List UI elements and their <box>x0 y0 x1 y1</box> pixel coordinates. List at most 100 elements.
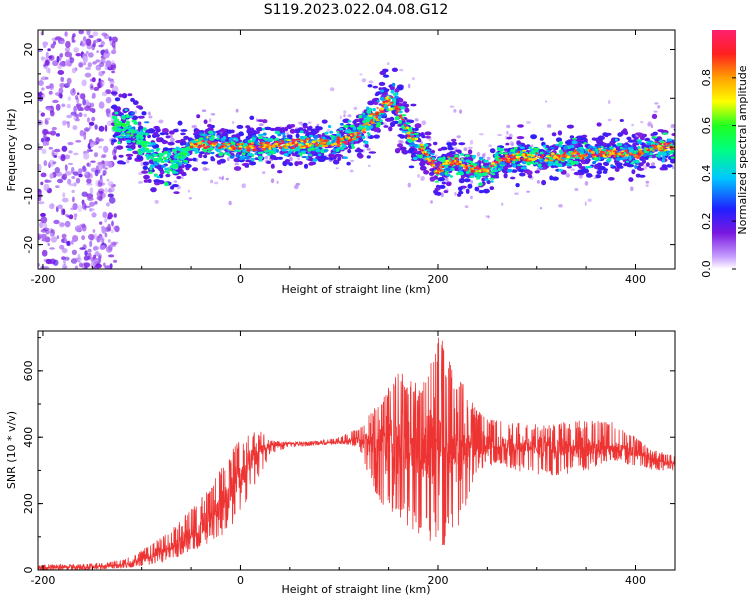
ridge-blob <box>621 155 625 158</box>
ridge-blob <box>252 149 258 152</box>
scatter-blob <box>430 200 433 204</box>
ridge-blob <box>551 176 559 181</box>
ridge-blob <box>423 170 430 175</box>
ridge-blob <box>645 147 649 150</box>
ridge-blob <box>367 123 371 126</box>
ridge-blob <box>592 146 597 149</box>
ridge-blob <box>570 152 575 155</box>
ridge-blob <box>397 109 400 113</box>
ridge-blob <box>563 151 567 155</box>
ridge-blob <box>232 148 236 151</box>
noise-blob <box>78 30 84 35</box>
ridge-blob <box>599 150 603 153</box>
ridge-blob <box>272 147 277 151</box>
ridge-blob <box>518 150 524 154</box>
ridge-blob <box>114 97 121 102</box>
ridge-blob <box>573 171 581 176</box>
noise-blob <box>101 226 107 234</box>
ridge-blob <box>117 160 125 165</box>
ridge-blob <box>130 112 135 115</box>
noise-blob <box>44 59 51 67</box>
scatter-blob <box>565 173 571 178</box>
ridge-blob <box>340 122 344 126</box>
snr-plot-frame <box>37 330 676 571</box>
ridge-blob <box>130 97 135 102</box>
noise-blob <box>73 47 79 53</box>
noise-blob <box>57 204 63 209</box>
ridge-blob <box>192 157 197 162</box>
ridge-blob <box>324 145 329 147</box>
ridge-blob <box>152 154 158 156</box>
scatter-blob <box>228 200 232 206</box>
ridge-blob <box>156 160 160 163</box>
ridge-blob <box>505 160 509 163</box>
ridge-blob <box>142 127 147 131</box>
ridge-blob <box>404 107 410 113</box>
spectrogram-y-axis-label: Frequency (Hz) <box>5 109 18 192</box>
ridge-blob <box>566 156 570 159</box>
ridge-blob <box>489 177 495 180</box>
ridge-blob <box>306 137 310 141</box>
scatter-blob <box>539 207 543 210</box>
ridge-blob <box>511 169 518 173</box>
ridge-blob <box>301 156 307 158</box>
ridge-blob <box>566 124 575 129</box>
noise-blob <box>38 191 43 199</box>
ridge-blob <box>491 173 496 176</box>
noise-blob <box>85 101 91 107</box>
ridge-blob <box>613 148 616 151</box>
noise-blob <box>107 193 114 198</box>
ridge-blob <box>517 124 524 128</box>
noise-blob <box>67 52 73 58</box>
noise-blob <box>42 41 49 46</box>
ridge-blob <box>286 139 291 141</box>
ridge-blob <box>291 139 296 142</box>
noise-blob <box>104 187 108 194</box>
ridge-blob <box>171 164 176 168</box>
ridge-blob <box>265 146 270 149</box>
noise-blob <box>86 178 92 184</box>
ridge-blob <box>165 173 171 178</box>
ridge-blob <box>624 161 631 166</box>
ridge-blob <box>640 152 645 155</box>
ridge-blob <box>136 155 143 161</box>
noise-blob <box>88 52 94 58</box>
ridge-blob <box>410 142 415 146</box>
ridge-blob <box>519 172 526 177</box>
scatter-blob <box>343 110 347 114</box>
noise-blob <box>103 160 111 167</box>
scatter-blob <box>353 106 358 111</box>
ridge-blob <box>424 131 432 136</box>
ridge-blob <box>439 172 445 176</box>
ridge-blob <box>633 150 639 153</box>
noise-blob <box>40 181 44 186</box>
ridge-blob <box>571 154 576 158</box>
ridge-blob <box>495 152 499 156</box>
ridge-blob <box>274 140 280 143</box>
scatter-blob <box>188 197 192 200</box>
noise-blob <box>86 193 94 200</box>
noise-blob <box>81 235 85 241</box>
ridge-blob <box>497 167 501 172</box>
ridge-blob <box>236 143 241 146</box>
ridge-blob <box>621 150 625 152</box>
ridge-blob <box>129 134 134 137</box>
ridge-blob <box>362 120 367 123</box>
ridge-blob <box>337 143 342 146</box>
ridge-blob <box>437 148 442 152</box>
noise-blob <box>92 31 99 37</box>
ridge-blob <box>295 133 300 139</box>
ridge-blob <box>262 132 267 136</box>
ridge-blob <box>427 159 432 162</box>
ridge-blob <box>482 188 490 194</box>
ridge-blob <box>215 141 219 144</box>
ridge-blob <box>599 154 604 157</box>
noise-blob <box>110 64 116 69</box>
ridge-blob <box>315 148 322 153</box>
ridge-blob <box>663 166 668 171</box>
ridge-blob <box>154 157 157 160</box>
ridge-blob <box>478 182 483 187</box>
ridge-blob <box>581 134 588 138</box>
ridge-blob <box>517 144 522 147</box>
noise-blob <box>63 258 66 266</box>
